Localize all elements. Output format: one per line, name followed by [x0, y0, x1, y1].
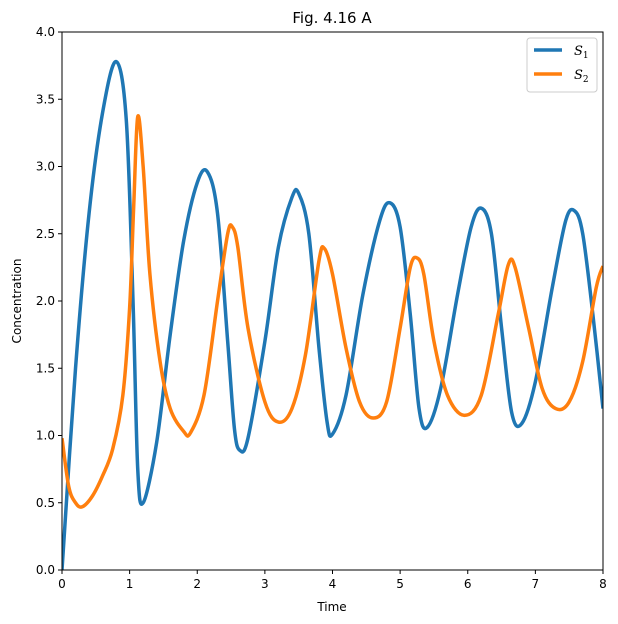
y-tick-label: 1.5 [36, 361, 55, 375]
series-layer [62, 59, 603, 570]
y-tick-label: 3.0 [36, 160, 55, 174]
y-tick-label: 2.0 [36, 294, 55, 308]
x-axis-label: Time [316, 600, 346, 614]
x-tick-label: 2 [193, 577, 201, 591]
x-tick-label: 0 [58, 577, 66, 591]
x-tick-label: 6 [464, 577, 472, 591]
x-tick-label: 4 [329, 577, 337, 591]
x-tick-label: 3 [261, 577, 269, 591]
x-tick-label: 8 [599, 577, 607, 591]
x-tick-label: 7 [532, 577, 540, 591]
x-tick-label: 1 [126, 577, 134, 591]
chart-title: Fig. 4.16 A [292, 9, 372, 27]
x-tick-label: 5 [396, 577, 404, 591]
y-tick-label: 0.0 [36, 563, 55, 577]
y-tick-label: 0.5 [36, 496, 55, 510]
series-line-s2 [62, 114, 603, 509]
y-tick-label: 1.0 [36, 429, 55, 443]
legend-label-s2: S2 [574, 68, 589, 85]
x-axis-ticks: 0 1 2 3 4 5 6 7 8 [58, 570, 607, 591]
y-axis-label: Concentration [10, 259, 24, 344]
legend-label-s1: S1 [574, 44, 589, 61]
y-tick-label: 4.0 [36, 25, 55, 39]
y-tick-label: 3.5 [36, 92, 55, 106]
y-tick-label: 2.5 [36, 227, 55, 241]
y-axis-ticks: 0.0 0.5 1.0 1.5 2.0 2.5 3.0 3.5 4.0 [36, 25, 62, 577]
